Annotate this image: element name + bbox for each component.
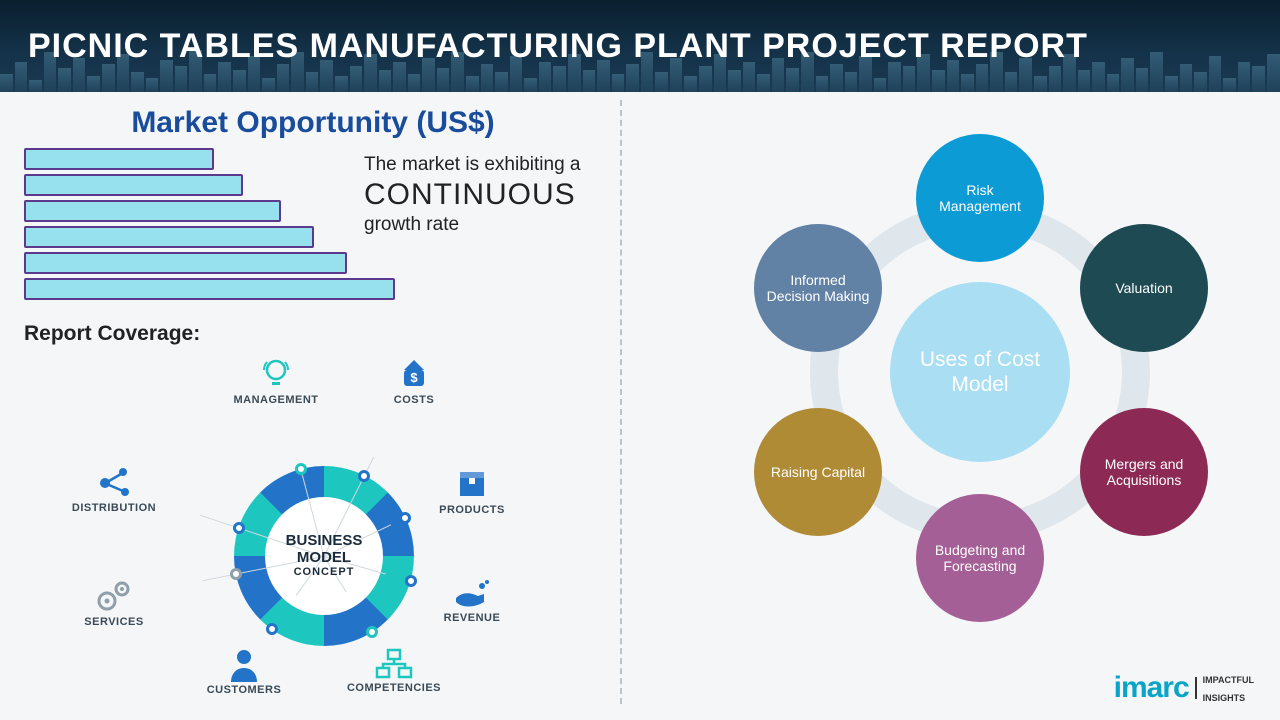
wheel-hub: Uses of Cost Model: [890, 282, 1070, 462]
bar: [24, 148, 214, 170]
business-model-center: BUSINESS MODEL CONCEPT: [234, 466, 414, 646]
satellite-informed-decision-making: Informed Decision Making: [754, 224, 882, 352]
business-model-ring: BUSINESS MODEL CONCEPT: [234, 466, 414, 646]
bar: [24, 200, 281, 222]
cost-model-wheel: Uses of Cost Model Risk ManagementValuat…: [760, 152, 1200, 592]
header-banner: PICNIC TABLES MANUFACTURING PLANT PROJEC…: [0, 0, 1280, 92]
brand-logo: imarc IMPACTFUL INSIGHTS: [1114, 670, 1254, 706]
left-panel: Market Opportunity (US$) The market is e…: [0, 92, 620, 720]
satellite-budgeting-and-forecasting: Budgeting and Forecasting: [916, 494, 1044, 622]
report-coverage-title: Report Coverage:: [24, 322, 602, 346]
market-bars-block: The market is exhibiting a CONTINUOUS gr…: [24, 148, 602, 318]
business-model-label: BUSINESS MODEL CONCEPT: [286, 533, 363, 578]
wheel-hub-label: Uses of Cost Model: [890, 347, 1070, 397]
bm-node-competencies: COMPETENCIES: [334, 648, 454, 694]
growth-line3: growth rate: [364, 214, 624, 236]
infographic-page: PICNIC TABLES MANUFACTURING PLANT PROJEC…: [0, 0, 1280, 720]
bm-node-revenue: REVENUE: [412, 578, 532, 624]
market-opportunity-title: Market Opportunity (US$): [24, 106, 602, 140]
bar: [24, 174, 243, 196]
bar: [24, 226, 314, 248]
brand-name: imarc: [1114, 671, 1189, 705]
satellite-mergers-and-acquisitions: Mergers and Acquisitions: [1080, 408, 1208, 536]
page-title: PICNIC TABLES MANUFACTURING PLANT PROJEC…: [28, 27, 1088, 66]
growth-line2: CONTINUOUS: [364, 178, 624, 212]
bm-node-management: MANAGEMENT: [216, 356, 336, 406]
growth-line1: The market is exhibiting a: [364, 154, 624, 176]
business-model-diagram: BUSINESS MODEL CONCEPT MANAGEMENT $COSTS P…: [24, 346, 602, 686]
logo-divider: [1195, 677, 1197, 699]
satellite-risk-management: Risk Management: [916, 134, 1044, 262]
content-area: Market Opportunity (US$) The market is e…: [0, 92, 1280, 720]
bm-node-distribution: DISTRIBUTION: [54, 466, 174, 514]
satellite-valuation: Valuation: [1080, 224, 1208, 352]
svg-text:$: $: [410, 370, 418, 385]
bm-node-products: PRODUCTS: [412, 466, 532, 516]
growth-text: The market is exhibiting a CONTINUOUS gr…: [364, 154, 624, 236]
panel-divider: [620, 100, 622, 704]
right-panel: Uses of Cost Model Risk Management Valuat…: [620, 92, 1280, 720]
bar: [24, 278, 395, 300]
satellite-raising-capital: Raising Capital: [754, 408, 882, 536]
bar-chart: [24, 148, 404, 300]
brand-tagline: IMPACTFUL INSIGHTS: [1203, 670, 1254, 706]
bar: [24, 252, 347, 274]
bm-node-costs: $COSTS: [354, 356, 474, 406]
bm-node-services: SERVICES: [54, 578, 174, 628]
bm-node-customers: CUSTOMERS: [184, 648, 304, 696]
